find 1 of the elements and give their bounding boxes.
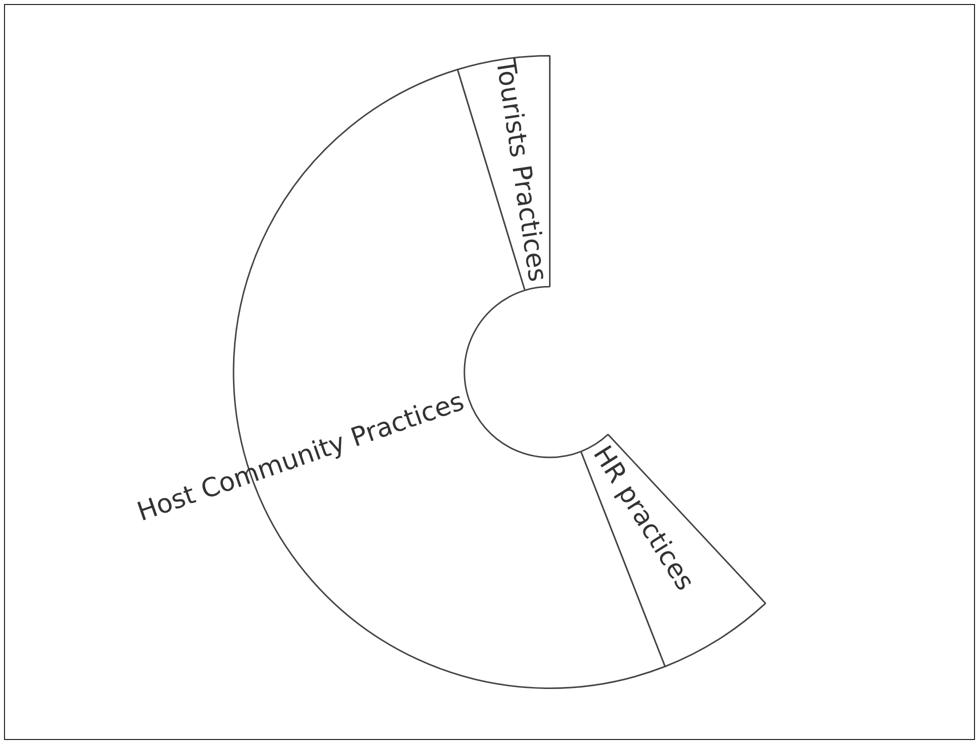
slice-label: Tourists Practices bbox=[489, 56, 552, 284]
